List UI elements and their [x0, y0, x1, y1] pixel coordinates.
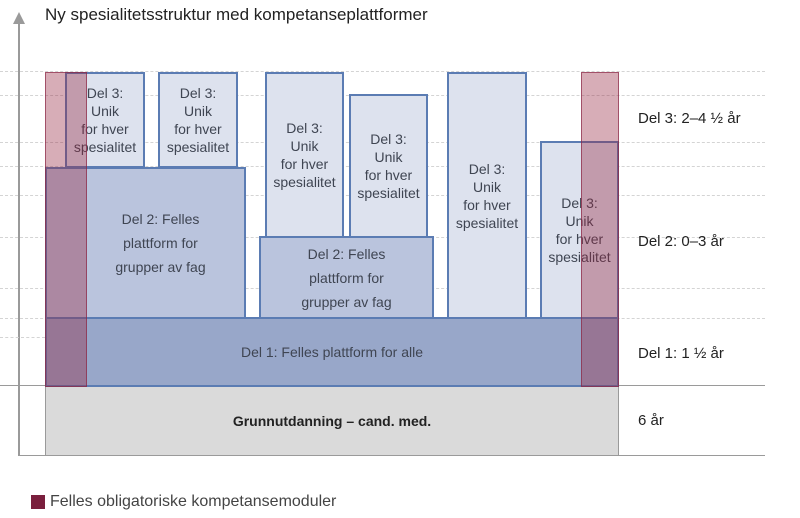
box-label: Unik	[472, 178, 501, 195]
box-del3-2: Del 3: Unik for hver spesialitet	[158, 72, 238, 168]
box-del2-middle: Del 2: Felles plattform for grupper av fag	[259, 236, 434, 319]
box-label: spesialitet	[455, 214, 519, 231]
box-label: for hver	[463, 196, 511, 213]
duration-del3: Del 3: 2–4 ½ år	[638, 110, 741, 127]
legend-swatch	[31, 495, 45, 509]
legend: Felles obligatoriske kompetansemoduler	[31, 493, 336, 511]
box-label: Unik	[290, 138, 319, 154]
y-axis-arrow-icon	[13, 12, 25, 24]
box-label: Unik	[565, 213, 594, 229]
box-label: for hver	[364, 167, 413, 183]
legend-label: Felles obligatoriske kompetansemoduler	[50, 493, 337, 510]
compulsory-modules-overlay-left	[45, 72, 87, 387]
box-label: for hver	[555, 231, 604, 247]
box-del3-4: Del 3: Unik for hver spesialitet	[349, 94, 428, 238]
compulsory-modules-overlay-right	[581, 72, 619, 387]
box-label: Unik	[374, 149, 403, 165]
box-label: spesialitet	[166, 139, 230, 155]
box-label: Del 2: Felles	[121, 211, 200, 227]
box-label: Del 1: Felles plattform for alle	[240, 344, 424, 360]
box-label: Del 3:	[561, 195, 598, 211]
box-label: spesialitet	[357, 185, 420, 201]
box-label: Del 3:	[286, 120, 323, 136]
box-label: for hver	[280, 156, 329, 172]
box-label: spesialitet	[73, 139, 137, 155]
box-label: plattform for	[123, 235, 198, 251]
box-label: for hver	[81, 121, 129, 137]
box-label: grupper av fag	[115, 259, 206, 275]
box-del3-5: Del 3: Unik for hver spesialitet	[447, 72, 527, 319]
box-label: for hver	[174, 121, 222, 137]
box-del1: Del 1: Felles plattform for alle	[45, 317, 619, 387]
box-label: Unik	[90, 103, 119, 119]
box-label: Del 3:	[179, 85, 217, 101]
box-label: plattform for	[309, 269, 384, 286]
box-del3-6: Del 3: Unik for hver spesialitet	[540, 141, 619, 319]
gridline	[0, 337, 45, 338]
box-label: spesialitet	[548, 249, 611, 265]
duration-grunn: 6 år	[638, 412, 664, 429]
y-axis-line	[18, 22, 20, 455]
box-del2-left: Del 2: Felles plattform for grupper av fag	[45, 167, 246, 319]
box-label: Del 3:	[86, 85, 124, 101]
box-label: Del 2: Felles	[307, 245, 386, 262]
box-label: Del 3:	[370, 131, 407, 147]
gridline	[0, 71, 765, 72]
duration-del2: Del 2: 0–3 år	[638, 233, 724, 250]
box-grunnutdanning: Grunnutdanning – cand. med.	[45, 386, 619, 456]
diagram-title: Ny spesialitetsstruktur med kompetansepl…	[45, 5, 428, 24]
box-label: spesialitet	[273, 174, 336, 190]
box-del3-3: Del 3: Unik for hver spesialitet	[265, 72, 344, 238]
box-del3-1: Del 3: Unik for hver spesialitet	[65, 72, 145, 168]
box-label: Unik	[183, 103, 212, 119]
box-label: grupper av fag	[301, 293, 392, 310]
box-label: Del 3:	[468, 160, 506, 177]
duration-del1: Del 1: 1 ½ år	[638, 345, 724, 362]
box-label: Grunnutdanning – cand. med.	[232, 413, 432, 429]
